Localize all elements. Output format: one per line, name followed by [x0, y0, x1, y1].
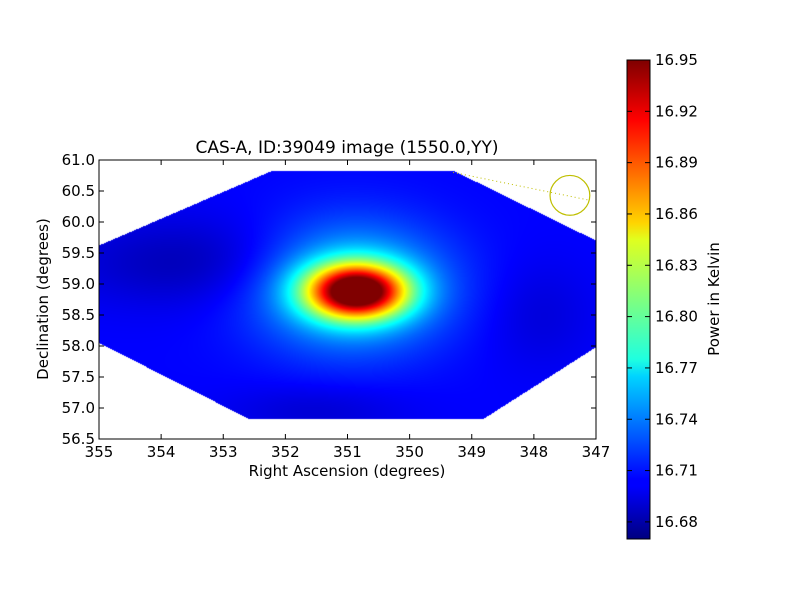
y-tick-label: 57.5: [62, 368, 95, 386]
x-tick-label: 350: [395, 443, 424, 461]
colorbar-tick-label: 16.89: [655, 154, 698, 172]
y-tick-label: 60.5: [62, 182, 95, 200]
colorbar: [626, 59, 651, 540]
beam-direction-line: [453, 171, 590, 201]
x-tick-label: 355: [85, 443, 114, 461]
colorbar-label: Power in Kelvin: [705, 242, 723, 356]
y-tick-label: 60.0: [62, 213, 95, 231]
y-axis-ticks: 56.5 57.0 57.5 58.0 58.5 59.0 59.5 60.0 60.5 61.0: [62, 151, 596, 448]
x-tick-label: 353: [209, 443, 238, 461]
colorbar-ticks: 16.68 16.71 16.74 16.77 16.80 16.83 16.86 16.89…: [627, 51, 698, 531]
colorbar-tick-label: 16.92: [655, 102, 698, 120]
x-tick-label: 354: [147, 443, 176, 461]
y-tick-label: 56.5: [62, 430, 95, 448]
y-axis-label: Declination (degrees): [34, 218, 52, 380]
colorbar-tick-label: 16.71: [655, 462, 698, 480]
colorbar-tick-label: 16.95: [655, 51, 698, 69]
x-tick-label: 352: [271, 443, 300, 461]
x-axis-ticks: 355 354 353 352 351 350 349 348 347: [85, 160, 611, 461]
x-tick-label: 351: [333, 443, 362, 461]
y-tick-label: 61.0: [62, 151, 95, 169]
chart-title: CAS-A, ID:39049 image (1550.0,YY): [195, 138, 498, 158]
colorbar-tick-label: 16.80: [655, 308, 698, 326]
x-tick-label: 348: [520, 443, 549, 461]
y-tick-label: 59.5: [62, 244, 95, 262]
colorbar-tick-label: 16.77: [655, 359, 698, 377]
heatmap-image: [99, 160, 596, 439]
beam-marker: [549, 174, 591, 216]
x-tick-label: 347: [582, 443, 611, 461]
colorbar-tick-label: 16.68: [655, 513, 698, 531]
colorbar-tick-label: 16.86: [655, 205, 698, 223]
colorbar-tick-label: 16.83: [655, 256, 698, 274]
y-tick-label: 58.0: [62, 337, 95, 355]
x-axis-label: Right Ascension (degrees): [249, 462, 446, 480]
y-tick-label: 58.5: [62, 306, 95, 324]
x-tick-label: 349: [457, 443, 486, 461]
y-tick-label: 59.0: [62, 275, 95, 293]
y-tick-label: 57.0: [62, 399, 95, 417]
colorbar-tick-label: 16.74: [655, 410, 698, 428]
